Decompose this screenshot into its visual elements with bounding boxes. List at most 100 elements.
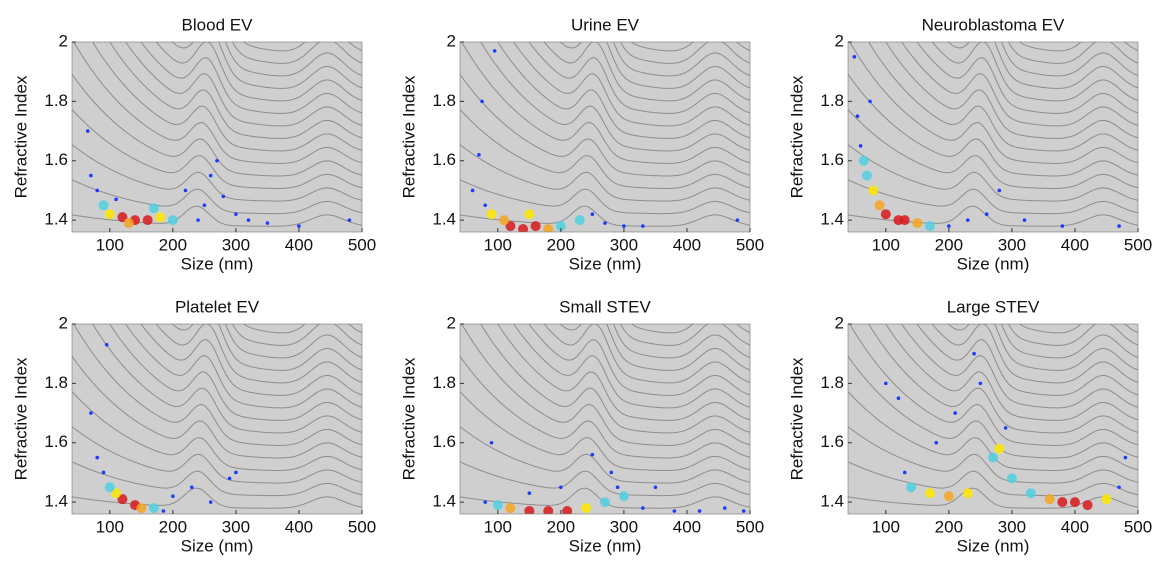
point <box>615 485 620 490</box>
point <box>171 494 175 498</box>
point <box>1101 494 1112 505</box>
point <box>208 173 213 178</box>
x-tick-label: 100 <box>484 517 512 536</box>
iso-curve <box>72 144 362 202</box>
point <box>697 509 702 513</box>
point <box>555 221 566 232</box>
point <box>1022 218 1027 222</box>
point <box>148 203 159 214</box>
frame <box>71 323 363 515</box>
x-tick-label: 400 <box>1061 517 1089 536</box>
iso-curve <box>461 324 750 446</box>
point <box>965 218 970 222</box>
point <box>101 470 106 475</box>
point <box>167 215 178 226</box>
y-axis-label: Refractive Index <box>399 357 418 480</box>
point <box>524 506 535 514</box>
point <box>722 506 727 510</box>
iso-curve <box>497 42 750 139</box>
iso-curve <box>613 324 750 359</box>
x-axis-label: Size (nm) <box>957 536 1030 555</box>
iso-curve <box>72 356 362 459</box>
chart-title: Large STEV <box>947 297 1040 316</box>
y-tick-label: 2 <box>447 31 456 50</box>
iso-curve <box>849 324 1138 446</box>
points <box>852 55 1121 232</box>
point <box>111 488 122 499</box>
point <box>741 509 746 513</box>
point <box>972 351 976 356</box>
point <box>943 491 954 502</box>
iso-curve <box>460 461 750 497</box>
chart-title: Urine EV <box>571 15 640 34</box>
point <box>906 482 917 493</box>
point <box>997 188 1002 193</box>
point <box>518 224 529 232</box>
chart-title: Neuroblastoma EV <box>922 15 1065 34</box>
x-tick-label: 300 <box>998 235 1026 254</box>
points <box>85 129 352 229</box>
x-tick-label: 200 <box>935 235 963 254</box>
point <box>1117 224 1121 228</box>
panel: 100 200 300 400 500 1.4 1.6 1.8 2 Blood EV Size (n… <box>11 15 376 273</box>
y-axis-label: Refractive Index <box>399 75 418 198</box>
iso-curve <box>460 144 750 202</box>
point <box>470 188 475 193</box>
points <box>483 440 746 514</box>
point <box>183 188 188 193</box>
y-tick-label: 1.6 <box>432 150 456 169</box>
x-tick-label: 100 <box>872 517 900 536</box>
point <box>480 99 484 104</box>
point <box>85 129 90 133</box>
point <box>530 221 541 232</box>
point <box>1057 497 1068 508</box>
point <box>89 173 93 178</box>
point <box>622 224 626 228</box>
x-tick-label: 200 <box>159 235 187 254</box>
frame <box>71 41 363 233</box>
point <box>486 209 497 220</box>
iso-curve <box>848 144 1138 202</box>
x-tick-label: 100 <box>96 235 124 254</box>
x-tick-label: 400 <box>285 517 313 536</box>
point <box>543 506 554 514</box>
point <box>924 488 935 499</box>
iso-curve <box>543 324 750 384</box>
iso-curve <box>849 42 1138 164</box>
point <box>641 506 645 510</box>
iso-curve <box>885 324 1138 421</box>
iso-curve <box>513 42 750 127</box>
point <box>347 218 352 222</box>
point <box>994 443 1005 454</box>
point <box>858 144 863 148</box>
point <box>735 218 740 222</box>
point <box>899 215 910 226</box>
panel: 100 200 300 400 500 1.4 1.6 1.8 2 Small STEV Size … <box>399 297 764 555</box>
iso-curve <box>848 487 1138 509</box>
iso-curve <box>497 324 750 421</box>
point <box>902 470 907 475</box>
point <box>114 197 118 202</box>
point <box>559 485 563 490</box>
x-tick-label: 100 <box>484 235 512 254</box>
y-tick-label: 2 <box>835 313 844 332</box>
x-tick-label: 500 <box>1124 235 1152 254</box>
point <box>161 509 166 513</box>
x-tick-label: 100 <box>96 517 124 536</box>
point <box>104 342 109 347</box>
panel: 100 200 300 400 500 1.4 1.6 1.8 2 Urine EV Size (n… <box>399 15 764 273</box>
chart-title: Platelet EV <box>175 297 260 316</box>
point <box>246 218 251 222</box>
point <box>590 212 595 216</box>
panel: 100 200 300 400 500 1.4 1.6 1.8 2 Neuroblastoma E… <box>787 15 1152 273</box>
iso-curve <box>72 426 362 484</box>
iso-curve <box>125 42 362 127</box>
point <box>861 170 872 181</box>
x-tick-label: 200 <box>547 517 575 536</box>
iso-curve <box>225 324 362 359</box>
iso-curve <box>125 324 362 409</box>
y-tick-label: 2 <box>835 31 844 50</box>
iso-curve <box>72 461 362 497</box>
iso-curve <box>72 109 362 189</box>
